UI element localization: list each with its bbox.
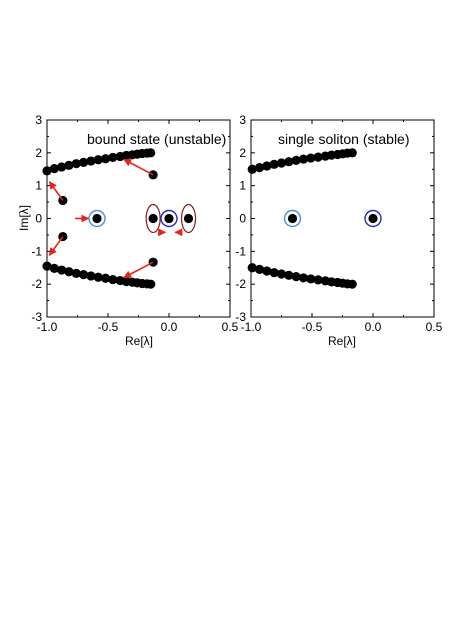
data-point <box>276 158 287 168</box>
data-point <box>42 166 52 176</box>
data-point <box>164 213 174 224</box>
data-point <box>313 152 323 162</box>
data-point <box>64 160 74 170</box>
data-marks <box>247 148 382 289</box>
data-point <box>57 162 67 172</box>
data-point <box>148 213 158 224</box>
circle-highlight <box>364 209 382 228</box>
circle-highlight <box>283 209 302 228</box>
data-point <box>108 274 118 285</box>
data-point <box>269 268 279 278</box>
data-point <box>254 163 265 173</box>
data-point <box>64 267 74 277</box>
arrow <box>123 261 154 279</box>
data-point <box>100 273 111 283</box>
data-point <box>306 274 316 284</box>
data-point <box>247 164 257 174</box>
arrow <box>123 158 154 176</box>
data-point <box>79 270 89 280</box>
x-axis-label: Re[λ] <box>328 334 356 348</box>
data-point <box>284 157 294 167</box>
y-tick-label: 1 <box>35 179 42 193</box>
panel-bound-state: -1.0 -0.5 0.0 0.5 -3 -2 -1 0 1 2 3 bound state (un… <box>17 113 239 348</box>
data-point <box>42 261 52 271</box>
panel-title: single soliton (stable) <box>278 131 410 147</box>
y-tick-label: 1 <box>239 179 246 193</box>
data-point <box>269 159 279 169</box>
circle-highlight <box>160 209 178 228</box>
y-tick-label: 3 <box>239 113 246 127</box>
data-point <box>306 153 316 163</box>
data-marks <box>42 148 197 289</box>
y-tick-label: 3 <box>35 113 42 127</box>
axis-ticks: -1.0 -0.5 0.0 0.5 -3 -2 -1 0 1 2 3 <box>235 113 442 334</box>
y-axis-label: Im[λ] <box>17 205 31 231</box>
data-point <box>287 213 298 224</box>
plot-frame <box>46 119 231 318</box>
data-point <box>254 264 265 274</box>
x-axis-label: Re[λ] <box>125 334 153 348</box>
data-point <box>262 161 272 171</box>
y-tick-label: -1 <box>235 244 246 258</box>
data-point <box>183 213 194 224</box>
data-point <box>291 155 301 165</box>
data-point <box>49 163 59 174</box>
y-tick-label: 0 <box>239 212 246 226</box>
data-point <box>57 265 67 275</box>
data-point <box>79 157 89 167</box>
data-point <box>291 272 301 282</box>
x-tick-label: 0.5 <box>222 320 239 334</box>
x-tick-label: 0.0 <box>365 320 382 334</box>
data-point <box>71 159 81 169</box>
panel-title: bound state (unstable) <box>87 131 226 147</box>
data-point <box>276 269 287 279</box>
x-tick-label: -1.0 <box>37 320 58 334</box>
data-point <box>92 213 102 224</box>
data-point <box>298 273 309 283</box>
data-point <box>108 152 118 163</box>
y-tick-label: -2 <box>235 277 246 291</box>
y-tick-label: -2 <box>31 277 42 291</box>
data-point <box>146 148 156 158</box>
y-tick-label: 2 <box>35 146 42 160</box>
y-tick-label: -3 <box>31 310 42 324</box>
axis-ticks: -1.0 -0.5 0.0 0.5 -3 -2 -1 0 1 2 3 <box>31 113 238 334</box>
data-point <box>313 275 323 285</box>
data-point <box>284 270 294 280</box>
arrow <box>48 236 64 256</box>
ellipse-highlight <box>145 203 161 234</box>
data-point <box>86 271 96 281</box>
data-point <box>298 154 309 164</box>
y-tick-label: 0 <box>35 212 42 226</box>
panel-single-soliton: -1.0 -0.5 0.0 0.5 -3 -2 -1 0 1 2 3 single soliton … <box>235 113 442 348</box>
x-tick-label: 0.0 <box>161 320 178 334</box>
y-tick-label: -3 <box>235 310 246 324</box>
data-point <box>146 279 156 289</box>
data-point <box>262 266 272 276</box>
x-tick-label: -0.5 <box>98 320 119 334</box>
data-point <box>368 213 378 224</box>
x-tick-label: -0.5 <box>302 320 323 334</box>
data-point <box>71 268 81 278</box>
data-point <box>247 263 257 273</box>
x-tick-label: 0.5 <box>426 320 443 334</box>
y-tick-label: -1 <box>31 244 42 258</box>
data-point <box>86 156 96 166</box>
data-point <box>49 263 59 274</box>
data-point <box>347 279 357 289</box>
data-point <box>100 154 111 164</box>
ellipse-highlight <box>180 203 197 234</box>
data-point <box>347 148 357 158</box>
data-point <box>93 155 103 165</box>
arrow <box>48 181 64 201</box>
y-tick-label: 2 <box>239 146 246 160</box>
data-point <box>93 272 103 282</box>
x-tick-label: -1.0 <box>241 320 262 334</box>
